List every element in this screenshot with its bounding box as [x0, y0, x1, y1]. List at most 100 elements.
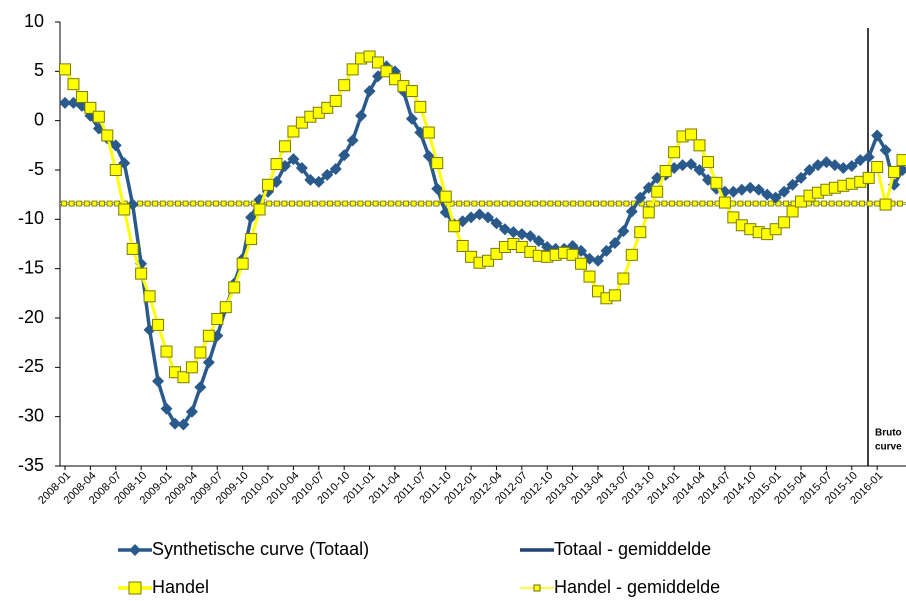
average-marker	[197, 200, 204, 207]
point	[778, 185, 791, 198]
point	[75, 90, 88, 103]
point	[837, 162, 850, 175]
point	[634, 191, 647, 204]
average-marker	[608, 200, 615, 207]
average-marker	[410, 200, 417, 207]
point	[219, 301, 232, 314]
y-tick-label: -20	[18, 307, 44, 327]
average-marker	[167, 200, 174, 207]
point	[532, 235, 545, 248]
point	[608, 237, 621, 250]
average-marker	[144, 200, 151, 207]
point	[388, 73, 401, 86]
point	[202, 356, 215, 369]
point	[92, 110, 105, 123]
average-marker	[304, 200, 311, 207]
average-marker	[266, 200, 273, 207]
average-marker	[783, 200, 789, 207]
average-marker	[524, 200, 531, 207]
point	[118, 203, 131, 216]
legend-label: Totaal - gemiddelde	[554, 539, 711, 559]
point	[422, 126, 435, 139]
point	[591, 285, 604, 298]
average-marker	[68, 200, 75, 207]
point	[575, 244, 588, 257]
average-marker	[76, 200, 83, 207]
point	[524, 230, 537, 243]
point	[168, 417, 181, 430]
average-marker	[600, 200, 607, 207]
average-marker	[380, 200, 387, 207]
average-marker	[365, 200, 371, 207]
legend-marker	[128, 581, 142, 595]
point	[879, 144, 892, 157]
point	[482, 254, 494, 267]
average-marker	[357, 200, 364, 207]
average-marker	[387, 200, 394, 207]
point	[786, 178, 799, 191]
point	[735, 183, 748, 196]
average-marker	[228, 200, 235, 207]
average-marker	[175, 200, 181, 207]
point	[126, 242, 139, 255]
point	[160, 345, 173, 358]
average-marker	[843, 200, 850, 207]
average-marker	[403, 200, 409, 207]
point	[295, 162, 308, 175]
average-marker	[805, 200, 812, 207]
y-tick-label: 10	[24, 11, 44, 31]
average-marker	[897, 200, 903, 207]
legend-marker	[129, 544, 141, 556]
point	[727, 211, 740, 224]
average-marker	[342, 200, 349, 207]
average-marker	[494, 200, 501, 207]
average-marker	[433, 200, 440, 207]
average-marker	[562, 200, 569, 207]
point	[778, 216, 791, 229]
average-marker	[813, 200, 820, 207]
point	[591, 254, 604, 267]
point	[583, 270, 596, 283]
annotation: Bruto	[875, 428, 902, 439]
average-marker	[106, 200, 113, 207]
average-marker	[471, 200, 478, 207]
point	[566, 248, 579, 261]
point	[143, 290, 156, 303]
average-marker	[296, 200, 303, 207]
point	[871, 129, 884, 142]
point	[456, 239, 469, 252]
average-marker	[577, 200, 584, 207]
point	[278, 140, 291, 153]
y-tick-label: -25	[18, 356, 44, 376]
average-marker	[182, 200, 189, 207]
average-marker	[418, 200, 425, 207]
point	[194, 381, 207, 394]
legend-label: Handel - gemiddelde	[554, 577, 720, 597]
average-marker	[775, 200, 782, 207]
point	[414, 100, 427, 113]
average-marker	[676, 200, 683, 207]
point	[321, 101, 334, 114]
point	[431, 157, 444, 170]
point	[896, 154, 906, 167]
average-marker	[509, 200, 516, 207]
average-marker	[91, 200, 98, 207]
point	[405, 85, 418, 98]
average-marker	[137, 200, 143, 207]
y-tick-label: 5	[34, 60, 44, 80]
average-marker	[517, 200, 523, 207]
legend-label: Handel	[152, 577, 209, 597]
point	[769, 223, 782, 236]
point	[152, 318, 165, 331]
point	[160, 402, 173, 415]
average-marker	[152, 200, 159, 207]
point	[177, 371, 190, 384]
average-marker	[555, 200, 561, 207]
point	[338, 149, 351, 162]
point	[744, 181, 757, 194]
point	[194, 346, 207, 359]
point	[185, 361, 198, 374]
average-marker	[213, 200, 219, 207]
point	[795, 171, 808, 184]
point	[617, 272, 630, 285]
